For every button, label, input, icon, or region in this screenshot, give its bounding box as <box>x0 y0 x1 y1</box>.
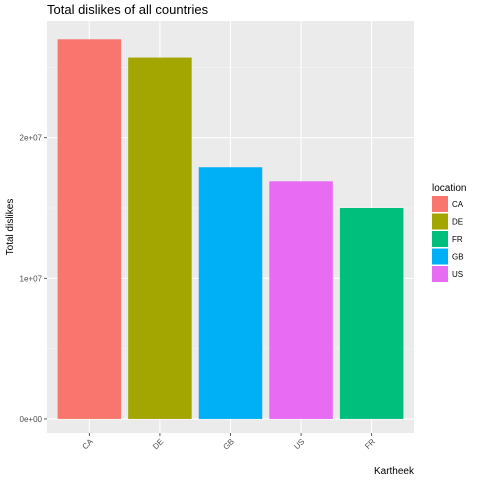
x-tick-label: FR <box>363 437 377 451</box>
y-tick-label: 1e+07 <box>20 274 43 283</box>
legend-swatch <box>432 196 448 212</box>
legend-label: GB <box>452 253 464 262</box>
bar-us <box>269 181 333 419</box>
x-tick-label: DE <box>151 437 165 451</box>
legend-label: US <box>452 270 463 279</box>
legend-label: CA <box>452 200 464 209</box>
bar-fr <box>339 208 404 419</box>
bar-gb <box>198 167 263 419</box>
legend-swatch <box>432 213 448 230</box>
y-tick-label: 2e+07 <box>20 134 43 143</box>
legend-swatch <box>432 248 448 265</box>
bars <box>57 39 404 419</box>
y-tick-label: 0e+00 <box>20 415 43 424</box>
y-axis: 0e+00 1e+07 2e+07 <box>20 134 47 424</box>
legend-title: location <box>432 183 466 194</box>
legend-label: FR <box>452 235 463 244</box>
x-tick-label: US <box>292 437 306 451</box>
bar-de <box>128 57 192 419</box>
legend-swatch <box>432 266 448 282</box>
x-axis: CA DE GB US FR <box>81 433 377 452</box>
y-axis-title: Total dislikes <box>5 199 16 256</box>
bar-ca <box>57 39 122 419</box>
chart-title: Total dislikes of all countries <box>47 2 209 17</box>
legend-swatch <box>432 231 448 247</box>
x-tick-label: CA <box>81 437 96 452</box>
x-tick-label: GB <box>221 437 236 452</box>
x-axis-title: Kartheek <box>374 466 415 477</box>
legend: location CA DE FR GB US <box>432 183 466 282</box>
legend-label: DE <box>452 218 463 227</box>
